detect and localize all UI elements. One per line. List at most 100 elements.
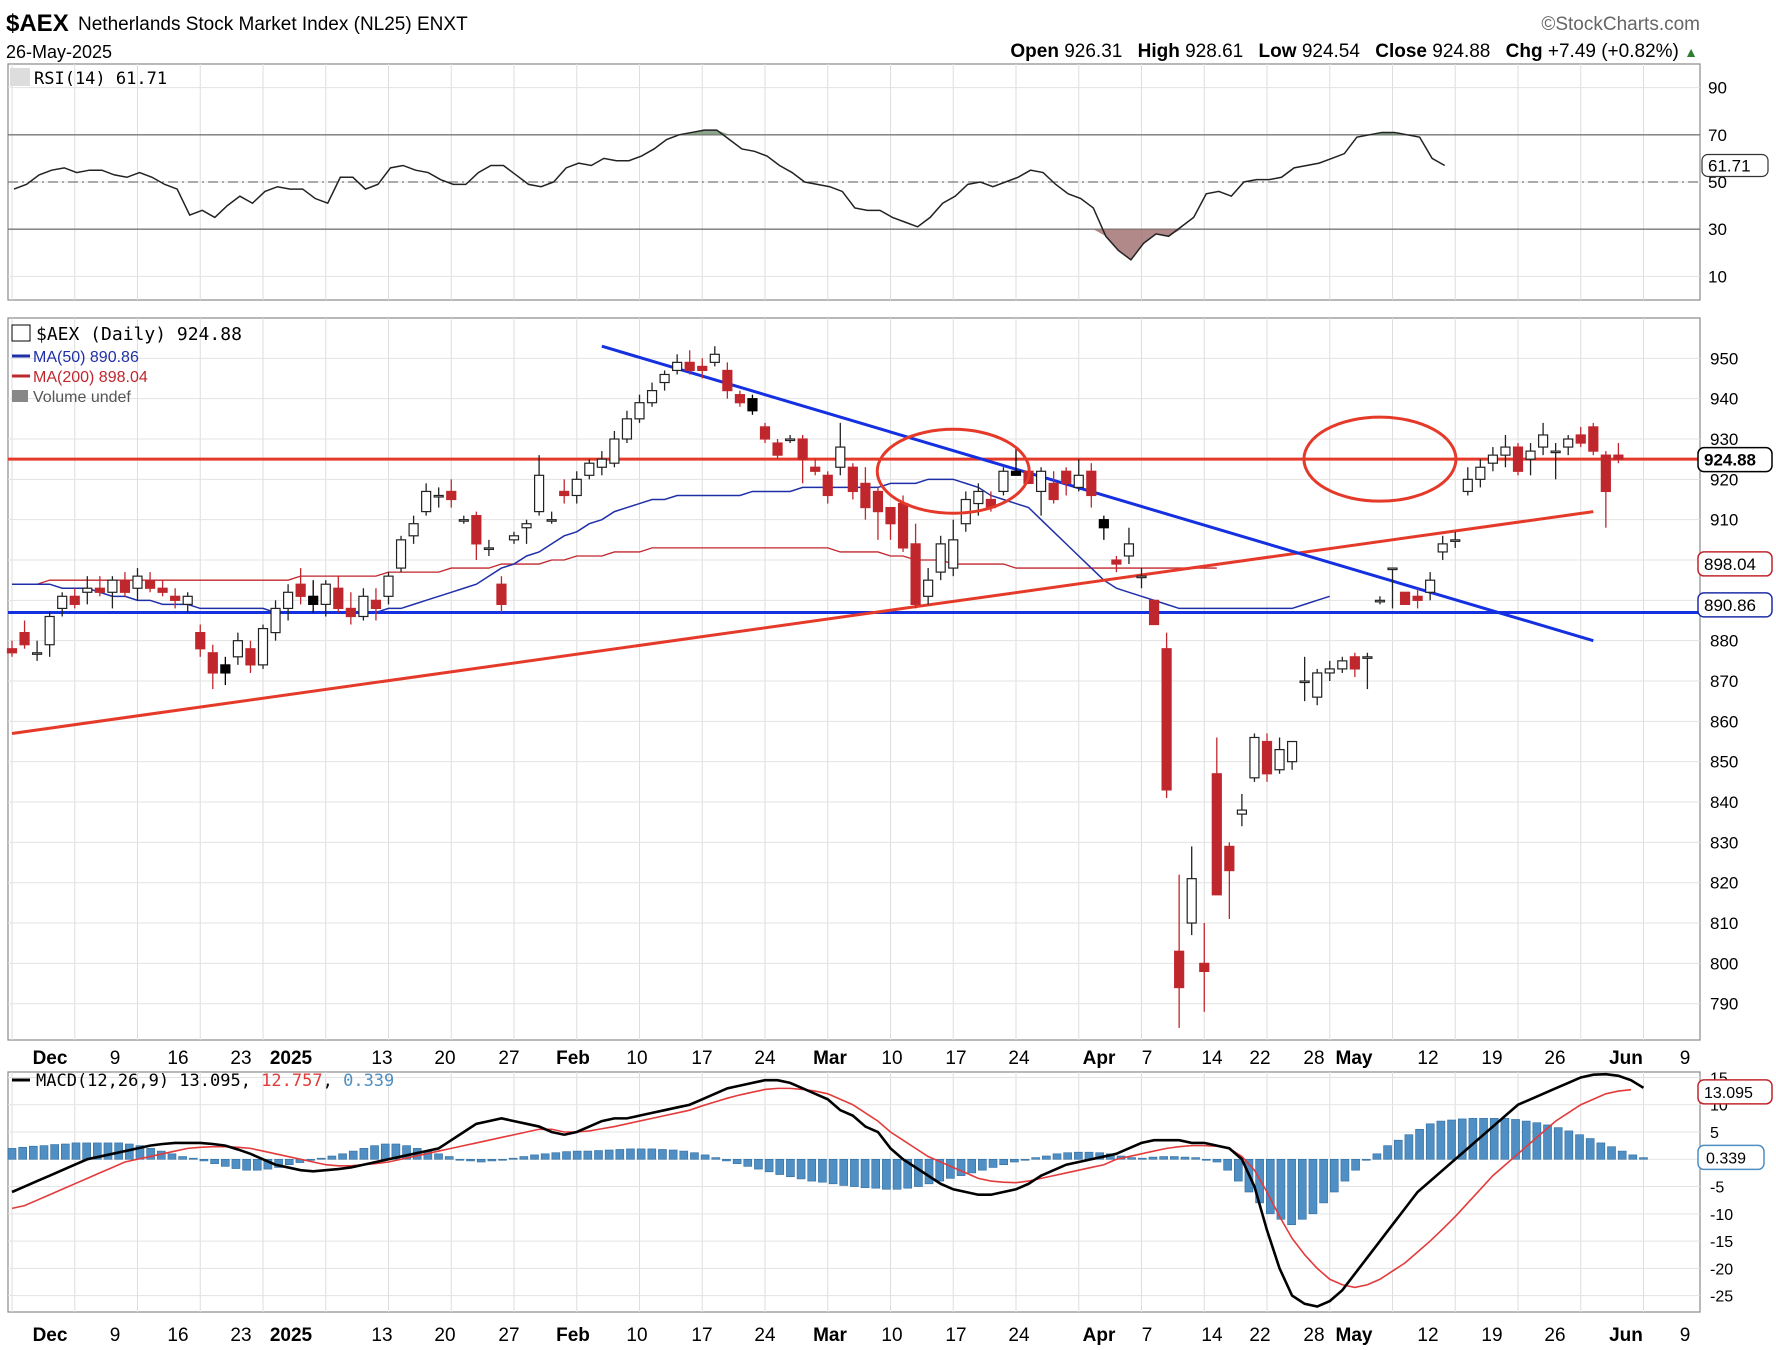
price-candle [1337, 656, 1348, 673]
close-value: 924.88 [1432, 41, 1491, 62]
candle-body [1500, 446, 1511, 456]
price-candle [1299, 656, 1310, 702]
candle-body [1035, 470, 1047, 493]
x-axis-label: May [1336, 1048, 1373, 1069]
macd-histogram-bar [1564, 1130, 1574, 1160]
macd-legend-sep: , [241, 1071, 261, 1091]
x-axis-label: 17 [945, 1048, 966, 1069]
candle-body [1337, 660, 1348, 670]
macd-histogram-bar [1148, 1156, 1158, 1160]
macd-histogram-bar [551, 1152, 561, 1160]
x-axis-label: 10 [626, 1325, 647, 1346]
price-candle [1550, 443, 1561, 480]
panel-frame-price [7, 317, 1701, 1041]
price-candle [1487, 447, 1499, 472]
price-candle [1512, 443, 1524, 476]
candle-body [697, 365, 708, 372]
macd-histogram-bar [71, 1142, 81, 1160]
x-axis-label: Dec [33, 1325, 68, 1346]
macd-histogram-bar [1521, 1120, 1531, 1160]
candle-body [659, 373, 670, 384]
candle-body [1073, 474, 1084, 489]
x-axis-label: 9 [110, 1325, 121, 1346]
x-axis-label: 16 [167, 1048, 188, 1069]
macd-histogram-bar [252, 1158, 262, 1171]
price-candle [1563, 434, 1574, 456]
candle-body [546, 519, 557, 522]
macd-histogram-bar [775, 1158, 785, 1175]
macd-histogram-bar [530, 1154, 539, 1160]
candle-body [822, 474, 833, 497]
macd-histogram-bar [540, 1153, 550, 1160]
candle-body [107, 579, 118, 593]
macd-histogram-bar [1308, 1158, 1318, 1215]
candle-body [1261, 740, 1273, 775]
candle-body [370, 599, 382, 610]
highlight-circle [875, 427, 1031, 515]
candle-body [1475, 466, 1486, 480]
macd-histogram-bar [359, 1148, 369, 1160]
macd-histogram-bar [327, 1155, 337, 1160]
brand-watermark: ©StockCharts.com [1541, 14, 1700, 35]
price-candle [157, 580, 168, 597]
price-tick-label: 840 [1710, 793, 1738, 812]
candle-body [44, 615, 55, 646]
macd-histogram-bar [1468, 1118, 1478, 1160]
macd-histogram-bar [199, 1158, 209, 1162]
candle-body [1324, 668, 1335, 674]
price-tick-label: 880 [1710, 632, 1738, 651]
candle-body [1111, 559, 1122, 565]
price-candle [94, 576, 105, 597]
macd-histogram-bar [1393, 1139, 1403, 1160]
candle-body [621, 418, 633, 440]
macd-histogram-bar [476, 1158, 486, 1163]
rsi-value-badge-text: 61.71 [1708, 156, 1751, 175]
macd-histogram-bar [1639, 1157, 1648, 1160]
candle-body [320, 583, 331, 605]
high-value: 928.61 [1185, 41, 1244, 62]
rsi-legend-icon [10, 68, 30, 86]
macd-histogram-bar [348, 1150, 358, 1160]
candle-body [1450, 539, 1461, 542]
price-candle [1450, 531, 1461, 548]
candle-body [835, 446, 846, 468]
macd-histogram-bar [1415, 1128, 1424, 1160]
candle-body [283, 591, 294, 610]
price-candle [646, 382, 658, 407]
candle-body [1425, 579, 1436, 593]
x-axis-label: 19 [1481, 1048, 1502, 1069]
price-candle [697, 358, 708, 379]
candle-body [973, 490, 984, 505]
price-candle [1425, 572, 1436, 601]
macd-tick-label: 5 [1710, 1125, 1719, 1142]
candle-body [1199, 962, 1210, 973]
price-candle [370, 588, 382, 621]
volume-legend-icon [12, 390, 28, 402]
macd-histogram-bar [1351, 1158, 1360, 1171]
candle-body [395, 539, 407, 569]
macd-tick-label: -25 [1710, 1289, 1733, 1306]
macd-histogram-bar [455, 1158, 465, 1161]
macd-histogram-bar [978, 1158, 987, 1171]
candle-body [1613, 454, 1624, 460]
candle-body [1462, 478, 1473, 493]
open-label: Open [1010, 41, 1059, 62]
price-candle [220, 656, 231, 686]
macd-histogram-bar [1617, 1150, 1627, 1160]
close-price-badge-text: 924.88 [1704, 451, 1756, 470]
macd-histogram-bar [1511, 1119, 1520, 1160]
macd-histogram-bar [956, 1158, 966, 1176]
price-candle [584, 459, 595, 480]
macd-histogram-bar [1170, 1156, 1179, 1160]
price-candle [1537, 422, 1549, 456]
price-candle [446, 479, 457, 508]
price-tick-label: 820 [1710, 874, 1738, 893]
x-axis-label: Jun [1609, 1325, 1643, 1346]
macd-histogram-bar [1233, 1158, 1243, 1182]
price-candle [119, 572, 131, 597]
candle-body [446, 490, 457, 501]
x-axis-label: 16 [167, 1325, 188, 1346]
price-candle [596, 451, 607, 476]
x-axis-label: 20 [434, 1325, 455, 1346]
macd-histogram-bar [1436, 1120, 1446, 1160]
